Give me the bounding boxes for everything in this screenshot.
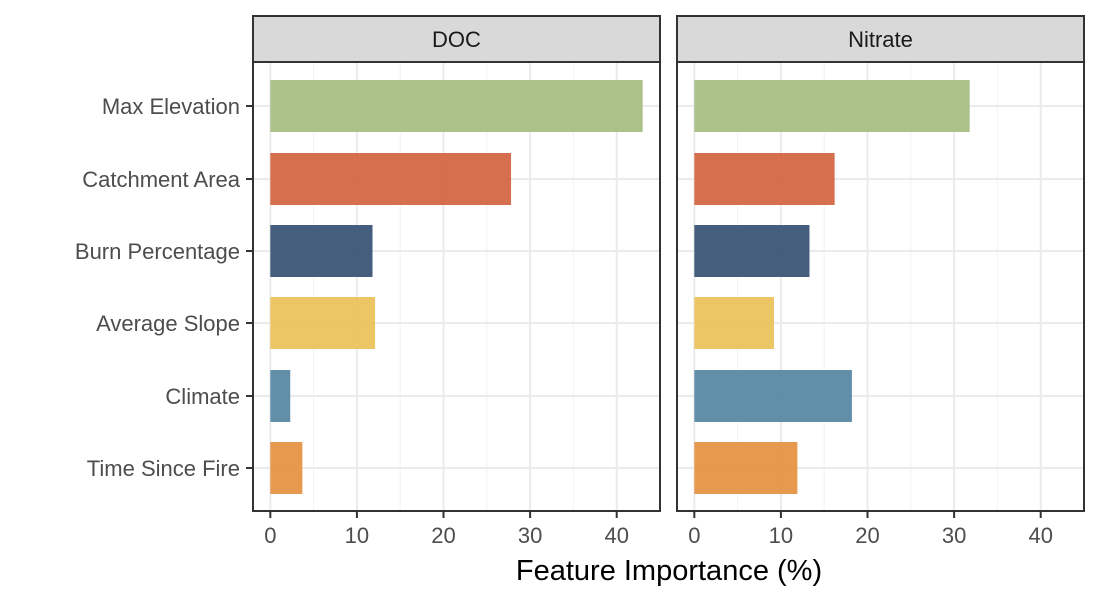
x-tick-label: 10 bbox=[769, 523, 793, 548]
bar-max-elevation bbox=[270, 80, 643, 132]
x-axis-title: Feature Importance (%) bbox=[516, 555, 822, 587]
panel-background bbox=[253, 62, 660, 511]
x-tick-label: 40 bbox=[1028, 523, 1052, 548]
bar-average-slope bbox=[694, 297, 774, 349]
bar-climate bbox=[270, 370, 291, 422]
y-tick-label: Time Since Fire bbox=[87, 456, 240, 481]
x-tick-label: 10 bbox=[345, 523, 369, 548]
bar-time-since-fire bbox=[694, 442, 798, 494]
bar-climate bbox=[694, 370, 852, 422]
bar-average-slope bbox=[270, 297, 376, 349]
panels-layer: DOC 0 10 20 30 40 Nitrate 0 10 20 30 40 bbox=[252, 15, 1085, 548]
facet-strip-label: Nitrate bbox=[848, 27, 913, 52]
x-tick-label: 20 bbox=[855, 523, 879, 548]
panel-doc: DOC 0 10 20 30 40 bbox=[252, 15, 661, 548]
panel-background bbox=[677, 62, 1084, 511]
x-tick-label: 0 bbox=[688, 523, 700, 548]
x-tick-label: 20 bbox=[431, 523, 455, 548]
bar-max-elevation bbox=[694, 80, 970, 132]
bar-catchment-area bbox=[270, 153, 512, 205]
y-tick-label: Catchment Area bbox=[82, 167, 241, 192]
y-tick-label: Average Slope bbox=[96, 311, 240, 336]
x-tick-label: 40 bbox=[604, 523, 628, 548]
y-tick-label: Climate bbox=[165, 384, 240, 409]
bar-time-since-fire bbox=[270, 442, 303, 494]
y-axis: Max Elevation Catchment Area Burn Percenta… bbox=[75, 94, 253, 481]
x-tick-label: 30 bbox=[518, 523, 542, 548]
y-tick-label: Burn Percentage bbox=[75, 239, 240, 264]
bar-burn-percentage bbox=[694, 225, 810, 277]
x-tick-label: 0 bbox=[264, 523, 276, 548]
panel-nitrate: Nitrate 0 10 20 30 40 bbox=[676, 15, 1085, 548]
bar-burn-percentage bbox=[270, 225, 373, 277]
x-tick-label: 30 bbox=[942, 523, 966, 548]
facet-strip bbox=[676, 15, 1085, 63]
facet-strip-label: DOC bbox=[432, 27, 481, 52]
y-tick-label: Max Elevation bbox=[102, 94, 240, 119]
facet-strip bbox=[252, 15, 661, 63]
bar-catchment-area bbox=[694, 153, 835, 205]
